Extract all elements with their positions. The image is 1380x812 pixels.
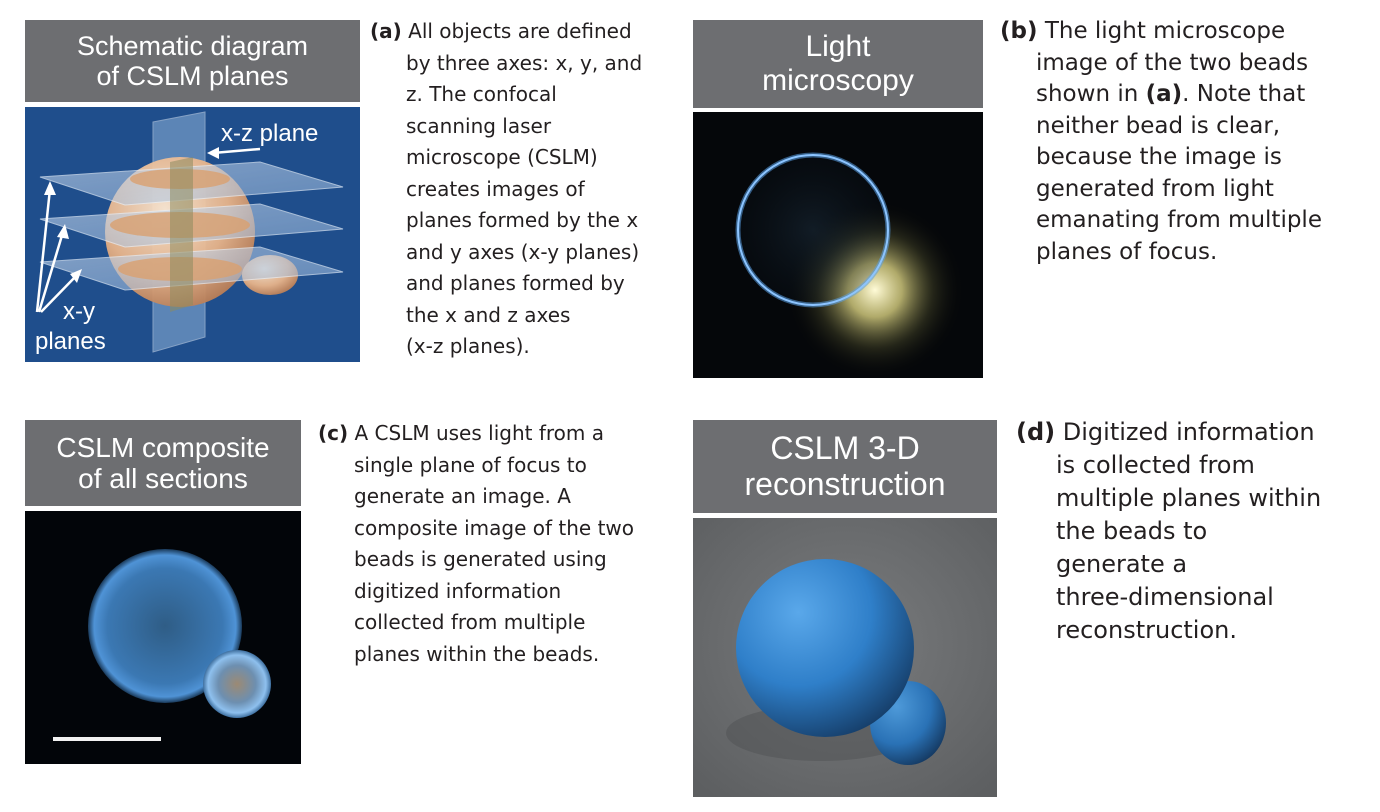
caption-text: creates images of <box>406 176 585 201</box>
caption-text: and y axes (x-y planes) <box>406 239 640 264</box>
xy-label-line-1: x-y <box>63 298 95 325</box>
caption-text: is collected from <box>1056 451 1255 479</box>
caption-text: composite image of the two <box>354 515 635 540</box>
panel-d-caption: (d) Digitized information is collected f… <box>1016 416 1321 647</box>
cslm-3d-reconstruction-image <box>693 518 997 797</box>
panel-c-header-line-1: CSLM composite <box>56 431 270 463</box>
caption-text: generate a <box>1056 550 1188 578</box>
cslm-composite-image <box>25 511 301 764</box>
panel-b-header: Light microscopy <box>693 20 983 108</box>
panel-b-header-line-2: microscopy <box>762 64 914 97</box>
panel-c-header: CSLM composite of all sections <box>25 420 301 506</box>
caption-text: collected from multiple <box>354 610 586 634</box>
panel-b-caption-line-3: shown in (a). Note that <box>1000 79 1322 111</box>
caption-text: The light microscope <box>1044 18 1286 44</box>
xy-label-line-2: planes <box>35 328 106 355</box>
caption-text: image of the two beads <box>1036 49 1309 76</box>
caption-text: neither bead is clear, <box>1036 112 1281 139</box>
panel-d-header-line-1: CSLM 3-D <box>770 429 920 466</box>
panel-a-caption-label: (a) <box>370 19 402 43</box>
caption-ref-bold: (a) <box>1145 81 1183 107</box>
caption-text: All objects are defined <box>408 19 632 43</box>
panel-d-header-line-2: reconstruction <box>744 465 946 502</box>
caption-text: the x and z axes <box>406 302 571 327</box>
caption-text: scanning laser <box>406 113 552 138</box>
panel-a-header: Schematic diagram of CSLM planes <box>25 20 360 102</box>
caption-text: the beads to <box>1056 517 1208 545</box>
caption-text: single plane of focus to <box>354 452 587 477</box>
caption-text: microscope (CSLM) <box>406 145 598 169</box>
caption-text: planes formed by the x <box>406 208 639 232</box>
caption-text: reconstruction. <box>1056 616 1237 644</box>
panel-b-caption-label: (b) <box>1000 18 1038 44</box>
caption-text: and planes formed by <box>406 271 625 295</box>
caption-text: z. The confocal <box>406 82 557 106</box>
panel-a-header-line-2: of CSLM planes <box>96 61 289 91</box>
cslm-schematic-svg: x-z plane x-y planes <box>35 111 344 355</box>
caption-text: emanating from multiple <box>1036 207 1322 233</box>
caption-text: A CSLM uses light from a <box>354 421 604 445</box>
caption-text: multiple planes within <box>1056 484 1322 512</box>
panel-b-caption: (b) The light microscope image of the tw… <box>1000 16 1322 268</box>
cslm-schematic-image: x-z plane x-y planes <box>25 107 360 362</box>
panel-d-header: CSLM 3-D reconstruction <box>693 420 997 513</box>
caption-text: generated from light <box>1036 175 1274 202</box>
caption-text: generate an image. A <box>354 484 571 508</box>
caption-text: Digitized information <box>1062 418 1315 446</box>
caption-text: three-dimensional <box>1056 583 1274 611</box>
panel-c-caption-first-line: (c) A CSLM uses light from a <box>318 418 634 450</box>
cslm-3d-svg <box>693 518 997 797</box>
light-microscopy-image <box>693 112 983 378</box>
panel-b-header-line-1: Light <box>805 30 871 64</box>
xz-plane-label: x-z plane <box>221 120 318 147</box>
caption-text: beads is generated using <box>354 547 607 571</box>
caption-text: planes of focus. <box>1036 238 1218 265</box>
panel-d-caption-first-line: (d) Digitized information <box>1016 416 1321 449</box>
panel-c-caption: (c) A CSLM uses light from a single plan… <box>318 418 634 670</box>
panel-a-caption: (a) All objects are defined by three axe… <box>370 16 642 363</box>
panel-c-header-line-2: of all sections <box>78 463 248 494</box>
caption-text: because the image is <box>1036 144 1282 170</box>
panel-b-caption-first-line: (b) The light microscope <box>1000 16 1322 48</box>
caption-text: planes within the beads. <box>354 641 600 666</box>
caption-text: by three axes: x, y, and <box>406 50 643 75</box>
panel-c-caption-label: (c) <box>318 421 349 445</box>
panel-d-caption-label: (d) <box>1016 418 1056 446</box>
panel-a-caption-first-line: (a) All objects are defined <box>370 16 642 48</box>
panel-a-header-line-1: Schematic diagram <box>76 30 309 61</box>
caption-text: (x-z planes). <box>406 334 530 358</box>
cslm-composite-svg <box>53 549 271 741</box>
caption-text: . Note that <box>1182 81 1306 107</box>
caption-text: shown in <box>1036 81 1146 107</box>
caption-text: digitized information <box>354 578 562 603</box>
light-microscopy-svg <box>735 152 965 378</box>
